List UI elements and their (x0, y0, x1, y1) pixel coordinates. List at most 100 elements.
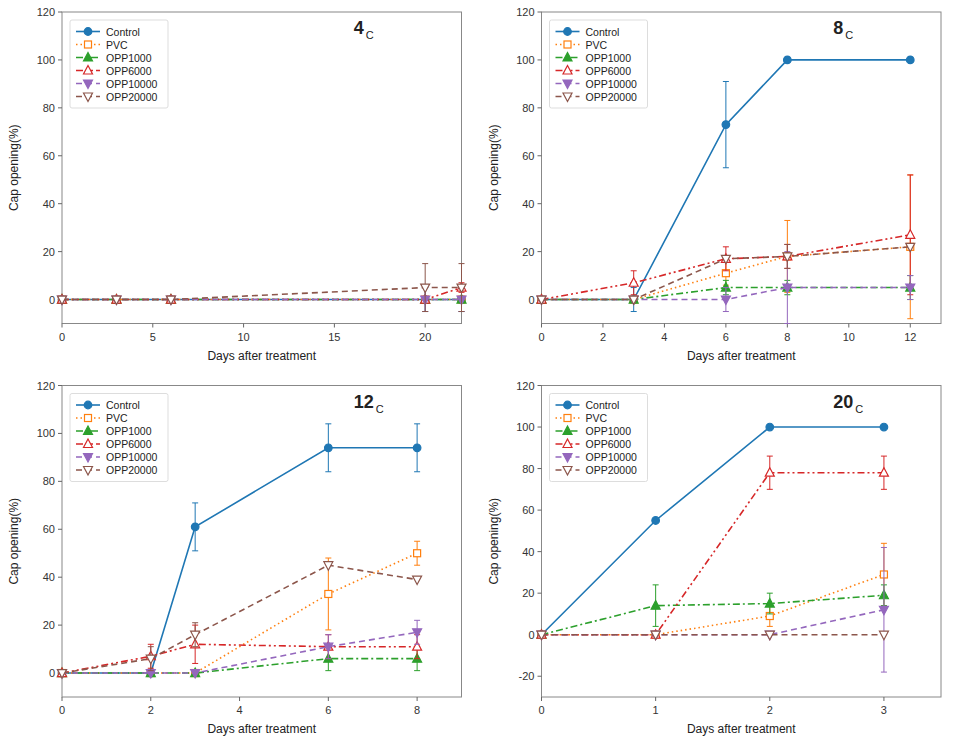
error-bar-cap (631, 311, 637, 312)
x-tick-label: 0 (538, 704, 544, 716)
series-line (62, 632, 417, 673)
point (112, 296, 121, 305)
plot-frame (542, 12, 942, 324)
legend-box (550, 394, 648, 482)
error-bar-cap (723, 280, 729, 281)
legend-box (550, 20, 648, 108)
error-bar-cap (767, 456, 773, 457)
error-bar-cap (881, 543, 887, 544)
error-bar-cap (881, 672, 887, 673)
panel: 05101520020406080100120Days after treatm… (7, 6, 466, 363)
series-line (542, 574, 884, 634)
data-area (58, 264, 467, 312)
point (651, 631, 660, 640)
point (58, 670, 67, 679)
x-tick-label: 20 (419, 331, 431, 343)
panel-title-unit: C (845, 29, 853, 41)
legend-marker (85, 41, 92, 48)
point (629, 296, 638, 305)
x-tick (239, 697, 240, 701)
error-bar-cap (631, 294, 637, 295)
y-tick-label: 80 (522, 463, 534, 475)
point (879, 468, 888, 477)
legend-swatch (556, 80, 580, 89)
error-bar-cap (784, 323, 790, 324)
y-tick (58, 59, 62, 60)
error-bar-cap (325, 558, 331, 559)
point (765, 599, 774, 608)
plot-frame (62, 386, 462, 698)
y-tick (58, 385, 62, 386)
panel-title: 20 (833, 392, 853, 412)
panel-title-unit: C (855, 403, 863, 415)
legend-swatch (76, 467, 100, 476)
point (722, 121, 730, 129)
legend-label: OPP20000 (106, 91, 158, 103)
error-bar-cap (148, 646, 154, 647)
y-tick-label: 120 (516, 380, 534, 392)
legend-marker (563, 93, 572, 102)
error-bar-cap (192, 646, 198, 647)
error-bar-cap (881, 489, 887, 490)
error-bar (723, 81, 729, 167)
error-bar-cap (767, 489, 773, 490)
x-tick-label: 6 (325, 704, 331, 716)
y-tick (58, 433, 62, 434)
legend-marker (84, 66, 93, 75)
legend-swatch (556, 439, 580, 448)
y-tick-label: 80 (522, 102, 534, 114)
legend-marker (563, 426, 572, 435)
point (191, 670, 200, 679)
point (537, 296, 546, 305)
point (879, 631, 888, 640)
legend-label: PVC (106, 39, 128, 51)
legend: ControlPVCOPP1000OPP6000OPP10000OPP20000 (70, 20, 168, 108)
y-tick-label: 100 (37, 54, 55, 66)
x-tick (62, 697, 63, 701)
y-tick-label: 20 (522, 587, 534, 599)
figure: 05101520020406080100120Days after treatm… (0, 0, 959, 747)
legend-swatch (556, 426, 580, 435)
legend-label: OPP20000 (586, 91, 638, 103)
legend-marker (84, 93, 93, 102)
legend-label: OPP6000 (106, 438, 152, 450)
legend-label: PVC (586, 39, 608, 51)
x-tick (334, 324, 335, 328)
series-line (62, 565, 417, 673)
error-bar-cap (653, 626, 659, 627)
legend-swatch (76, 426, 100, 435)
background (0, 0, 959, 747)
error-bar-cap (723, 311, 729, 312)
legend-marker (84, 467, 93, 476)
x-tick (848, 324, 849, 328)
point (421, 284, 430, 293)
x-tick (769, 697, 770, 701)
error-bar-cap (422, 263, 428, 264)
error-bar-cap (784, 244, 790, 245)
x-tick-label: 8 (784, 331, 790, 343)
panel: 024681012020406080100120Days after treat… (487, 6, 942, 363)
error-bar-cap (907, 299, 913, 300)
legend-label: OPP10000 (106, 451, 158, 463)
panel: 0123-20020406080100120Days after treatme… (487, 380, 942, 737)
panel-title: 8 (833, 18, 843, 38)
panel-title-unit: C (366, 29, 374, 41)
error-bar-cap (767, 613, 773, 614)
legend-label: OPP20000 (586, 464, 638, 476)
point (906, 243, 915, 252)
point (58, 670, 67, 679)
y-tick (58, 155, 62, 156)
legend-label: OPP6000 (586, 65, 632, 77)
error-bar-cap (907, 275, 913, 276)
x-tick-label: 8 (414, 704, 420, 716)
point (651, 601, 660, 610)
panel: 02468020406080100120Days after treatment… (7, 380, 462, 737)
y-tick-label: 60 (522, 504, 534, 516)
point (629, 296, 638, 305)
y-tick (538, 385, 542, 386)
x-tick-label: 0 (59, 704, 65, 716)
legend-marker (564, 401, 572, 409)
y-tick-label: 20 (43, 619, 55, 631)
y-tick (538, 59, 542, 60)
point (783, 284, 792, 293)
